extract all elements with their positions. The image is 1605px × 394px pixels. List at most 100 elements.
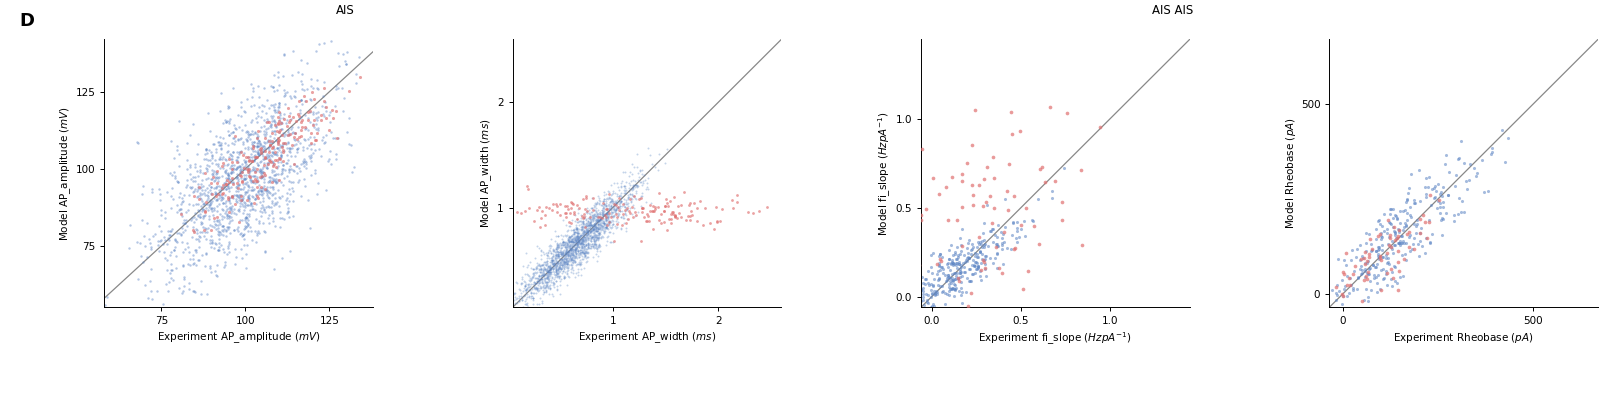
Point [271,93,297,99]
Point [547,259,573,266]
Point [591,212,616,218]
Point [533,281,559,288]
Point [257,157,282,163]
Point [1353,260,1379,266]
Point [247,142,273,148]
Point [230,152,255,158]
Point [226,169,252,176]
Point [302,48,327,54]
Point [278,126,303,133]
Point [684,218,709,225]
Point [918,252,944,258]
Point [896,321,921,327]
Point [223,175,249,182]
Point [559,257,584,263]
Point [544,208,570,215]
Point [584,212,610,218]
Point [496,312,522,318]
Point [568,218,594,224]
Point [221,261,247,268]
Point [544,262,570,268]
Point [578,243,603,249]
Point [921,291,947,297]
Point [573,249,599,256]
Point [563,224,589,230]
Point [226,182,252,189]
Point [1453,178,1478,184]
Point [1433,191,1459,198]
Point [583,234,608,240]
Point [963,251,989,257]
Point [623,188,648,194]
Point [575,240,600,247]
Point [921,288,947,294]
Point [687,198,713,204]
Point [149,240,175,247]
Point [539,255,565,262]
Point [621,193,647,199]
Point [186,244,212,250]
Point [265,116,291,123]
Point [554,249,579,256]
Point [589,204,615,211]
Point [613,206,639,213]
Point [629,205,655,212]
Point [597,198,623,204]
Point [270,162,295,168]
Point [570,228,595,234]
Point [586,210,612,216]
Point [936,318,961,324]
Point [226,192,252,199]
Point [586,230,612,236]
Point [533,275,559,281]
Point [918,304,944,310]
Point [595,210,621,216]
Point [629,171,655,177]
Point [188,229,213,235]
Point [579,215,605,221]
Point [271,141,297,147]
Point [599,225,624,231]
Point [523,285,549,291]
Point [551,275,576,281]
Point [250,169,276,176]
Point [233,200,258,206]
Point [210,165,236,171]
Point [241,142,266,149]
Point [196,156,221,163]
Point [565,218,591,224]
Point [274,201,300,207]
Point [584,228,610,234]
Point [241,157,266,164]
Point [953,257,979,264]
Point [552,222,578,228]
Point [231,180,257,186]
Point [209,173,234,180]
Point [555,249,581,256]
Point [173,223,199,229]
Point [1348,269,1374,276]
Point [234,242,260,248]
Point [260,138,286,145]
Point [234,128,260,135]
Point [1337,275,1363,281]
Point [323,102,348,109]
Point [949,273,974,279]
Point [284,149,310,155]
Point [1374,282,1400,288]
Point [544,260,570,266]
Point [1392,207,1417,213]
Point [963,259,989,265]
Point [180,173,205,180]
Point [242,176,268,182]
Point [220,181,246,187]
Point [249,151,274,157]
Point [247,166,273,172]
Point [255,125,281,132]
Point [258,210,284,216]
Point [562,258,587,265]
Point [148,207,173,213]
Point [215,118,241,124]
Point [539,266,565,272]
Point [205,244,231,250]
